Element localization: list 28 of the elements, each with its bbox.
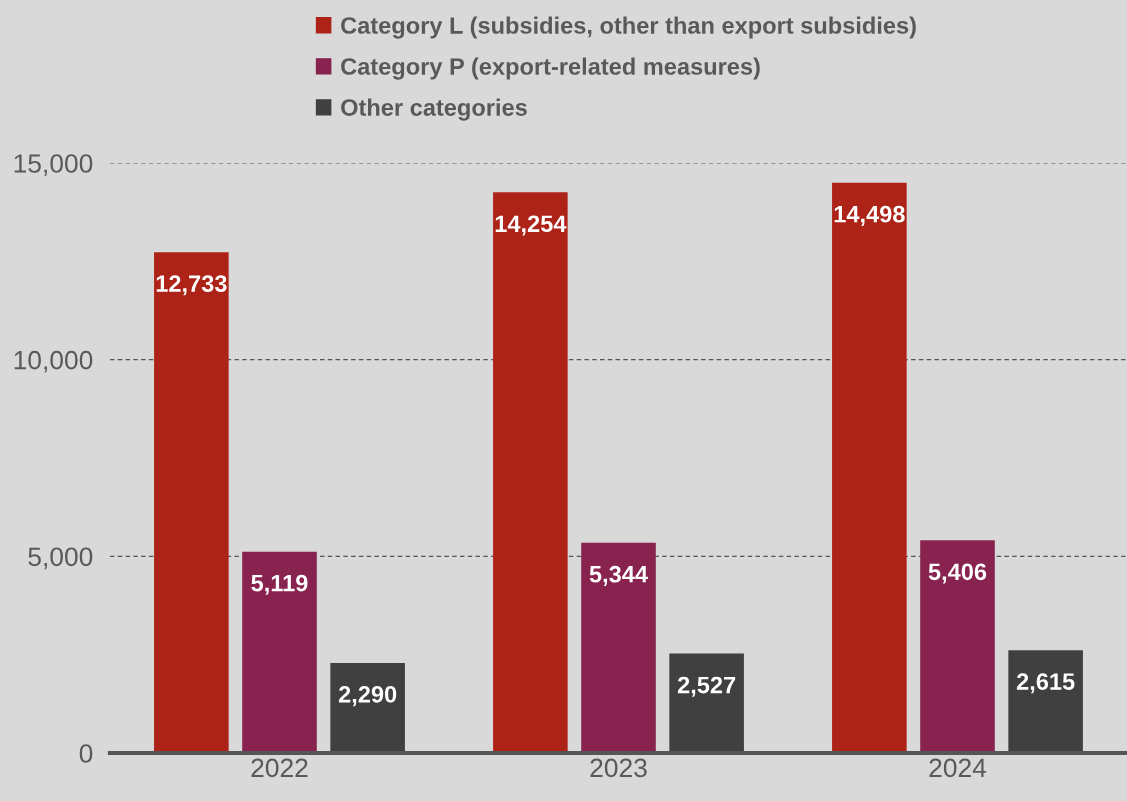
bar	[832, 182, 907, 753]
x-tick-label: 2022	[251, 758, 308, 778]
legend-label: Other categories	[341, 98, 527, 121]
data-label: 14,254	[495, 215, 567, 236]
data-label: 2,290	[338, 685, 397, 707]
legend-label: Category P (export-related measures)	[341, 57, 760, 80]
bar	[154, 252, 229, 753]
bar	[920, 540, 995, 753]
legend-label: Category L (subsidies, other than export subsidies)	[341, 16, 916, 39]
data-label: 14,498	[834, 205, 905, 226]
y-tick-label: 0	[79, 744, 93, 763]
data-label: 5,344	[589, 565, 648, 586]
bar	[1008, 650, 1083, 753]
y-tick-label: 5,000	[28, 547, 93, 570]
data-label: 2,615	[1016, 673, 1075, 694]
bar	[581, 542, 656, 753]
x-tick-label: 2024	[929, 758, 987, 778]
data-label: 12,733	[156, 275, 227, 296]
x-tick-label: 2023	[590, 758, 647, 778]
data-label: 5,119	[251, 574, 308, 595]
y-tick-label: 10,000	[14, 350, 93, 373]
bar	[493, 192, 568, 753]
bar	[669, 653, 744, 753]
data-label: 5,406	[928, 563, 987, 584]
bar	[330, 662, 405, 753]
data-label: 2,527	[677, 676, 736, 697]
bar	[242, 551, 317, 753]
y-tick-label: 15,000	[14, 154, 93, 176]
